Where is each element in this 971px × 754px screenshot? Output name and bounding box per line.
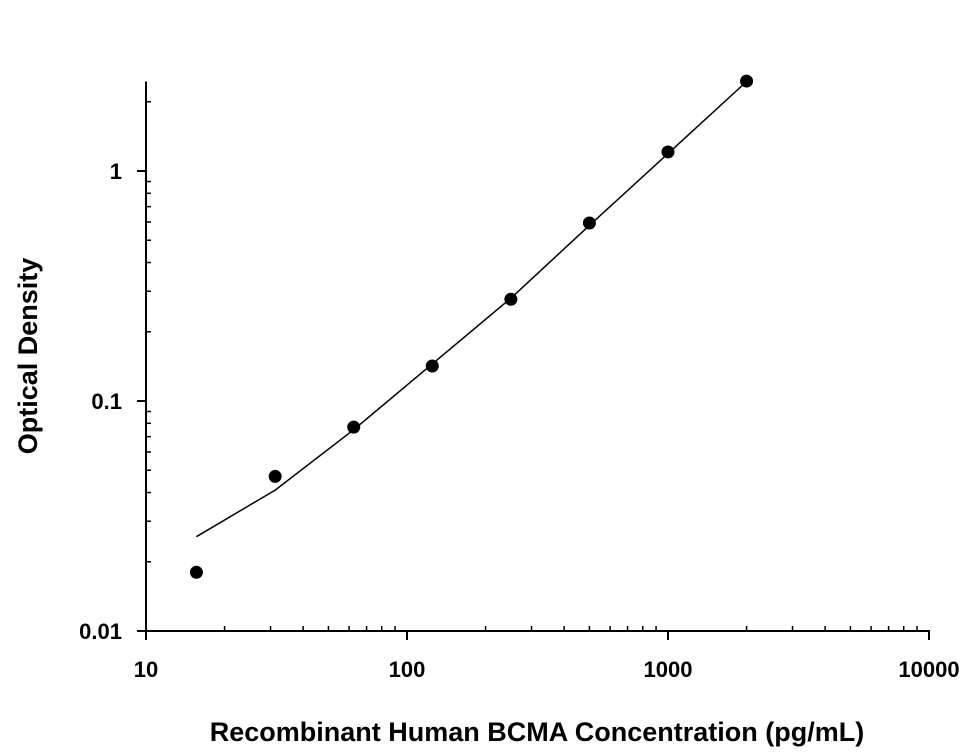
data-point <box>661 145 675 159</box>
axes: 10 100 1000 10000 0.01 0.1 1 <box>79 81 960 682</box>
fit-curve <box>196 80 748 538</box>
marks <box>189 74 754 579</box>
y-tick-label: 0.1 <box>91 389 122 414</box>
x-tick-label: 10000 <box>898 657 959 682</box>
data-point <box>504 292 518 306</box>
data-point <box>582 216 596 230</box>
x-tick-label: 10 <box>134 657 158 682</box>
data-point <box>189 565 203 579</box>
x-tick-label: 1000 <box>644 657 693 682</box>
y-axis-title: Optical Density <box>13 258 43 455</box>
data-point <box>425 359 439 373</box>
y-tick-label: 1 <box>110 159 122 184</box>
x-tick-label: 100 <box>389 657 426 682</box>
x-axis-title: Recombinant Human BCMA Concentration (pg… <box>210 717 865 747</box>
data-point <box>268 469 282 483</box>
data-point <box>347 420 361 434</box>
data-point <box>740 74 754 88</box>
y-tick-label: 0.01 <box>79 619 122 644</box>
